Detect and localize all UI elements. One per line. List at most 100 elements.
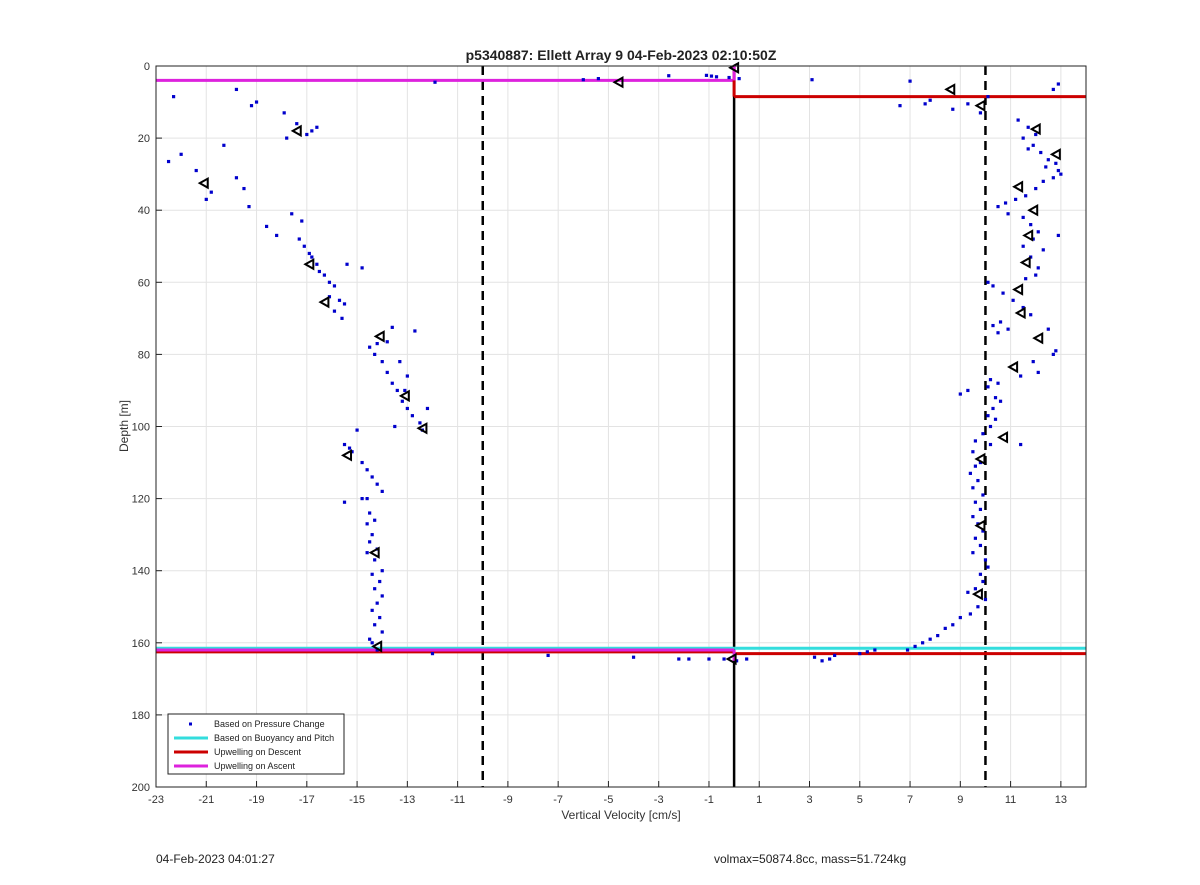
- pressure-point: [973, 536, 978, 540]
- x-axis-label: Vertical Velocity [cm/s]: [561, 808, 680, 822]
- pressure-point: [1021, 305, 1025, 310]
- pressure-point: [1029, 313, 1033, 317]
- x-tick-label: -1: [704, 794, 714, 806]
- x-tick-label: -15: [349, 794, 365, 806]
- pressure-point: [340, 316, 344, 320]
- pressure-point: [342, 442, 347, 447]
- y-tick-label: 80: [138, 349, 150, 361]
- pressure-point: [978, 572, 983, 576]
- triangle-marker: [974, 519, 986, 532]
- pressure-point: [1031, 360, 1035, 364]
- pressure-point: [305, 132, 309, 137]
- pressure-point: [978, 507, 983, 512]
- x-tick-label: -11: [450, 794, 465, 806]
- pressure-point: [365, 522, 369, 526]
- pressure-point: [727, 75, 731, 80]
- pressure-point: [581, 78, 585, 82]
- pressure-point: [983, 558, 988, 562]
- pressure-point: [410, 414, 414, 418]
- pressure-point: [898, 104, 902, 108]
- pressure-point: [1011, 298, 1015, 302]
- pressure-point: [378, 579, 382, 584]
- y-tick-labels: 0 20 40 60 80 100 120 140 160 180 200: [132, 61, 150, 794]
- pressure-point: [390, 325, 394, 329]
- pressure-point: [968, 612, 972, 616]
- pressure-point: [971, 486, 975, 490]
- pressure-point: [370, 608, 374, 612]
- x-tick-label: -9: [503, 794, 513, 806]
- pressure-point: [194, 168, 198, 173]
- triangle-marker: [1012, 180, 1024, 193]
- pressure-point: [968, 471, 972, 475]
- triangle-marker: [1022, 229, 1034, 242]
- pressure-point: [1041, 179, 1045, 183]
- pressure-point: [1031, 143, 1035, 147]
- chart-title: p5340887: Ellett Array 9 04-Feb-2023 02:…: [466, 47, 777, 63]
- pressure-point: [315, 125, 319, 129]
- x-tick-label: -23: [148, 794, 164, 806]
- pressure-point: [234, 176, 239, 180]
- x-tick-label: 11: [1005, 794, 1016, 806]
- x-tick-label: -17: [299, 794, 315, 806]
- pressure-point: [1036, 230, 1040, 234]
- pressure-point: [222, 143, 226, 147]
- pressure-point: [368, 637, 372, 641]
- pressure-point: [375, 341, 379, 346]
- pressure-point: [991, 323, 995, 328]
- triangle-marker: [1029, 122, 1041, 136]
- pressure-point: [986, 414, 990, 418]
- pressure-point: [1006, 327, 1010, 331]
- pressure-point: [1051, 176, 1055, 180]
- pressure-point: [928, 637, 932, 641]
- pressure-point: [370, 475, 374, 479]
- pressure-point: [254, 100, 259, 104]
- pressure-point: [737, 77, 741, 81]
- triangle-marker: [373, 330, 385, 343]
- pressure-point: [370, 533, 374, 537]
- triangle-marker: [725, 652, 737, 666]
- legend-label: Upwelling on Ascent: [214, 761, 296, 771]
- pressure-point: [1046, 158, 1050, 162]
- triangle-marker: [398, 389, 410, 403]
- pressure-point: [282, 111, 286, 115]
- pressure-point: [373, 518, 377, 522]
- pressure-point: [1024, 277, 1028, 281]
- pressure-point: [958, 615, 962, 620]
- y-tick-label: 40: [138, 205, 150, 217]
- pressure-point: [365, 468, 369, 472]
- pressure-point: [745, 657, 749, 661]
- pressure-point: [297, 237, 301, 241]
- pressure-point: [996, 331, 1000, 335]
- triangle-marker: [1049, 148, 1061, 161]
- y-tick-label: 120: [132, 494, 150, 506]
- pressure-point: [1051, 87, 1055, 92]
- pressure-point: [1056, 82, 1060, 86]
- pressure-point: [380, 594, 384, 598]
- pressure-point: [923, 102, 927, 106]
- pressure-point: [310, 255, 314, 259]
- pressure-point: [365, 497, 369, 501]
- triangle-marker: [303, 258, 315, 271]
- x-tick-label: 3: [806, 794, 812, 806]
- pressure-point: [378, 615, 382, 620]
- pressure-point: [951, 623, 955, 627]
- pressure-point: [973, 500, 978, 504]
- pressure-point: [981, 493, 985, 497]
- pressure-point: [400, 399, 404, 403]
- pressure-point: [393, 424, 397, 429]
- pressure-point: [1046, 327, 1050, 331]
- pressure-point: [342, 500, 347, 504]
- y-axis-label: Depth [m]: [117, 400, 131, 452]
- pressure-point: [973, 439, 978, 443]
- pressure-point: [812, 655, 817, 659]
- y-tick-label: 140: [132, 566, 150, 578]
- y-tick-label: 160: [132, 638, 150, 650]
- pressure-point: [413, 329, 417, 333]
- pressure-point: [373, 352, 377, 356]
- pressure-point: [1024, 194, 1028, 198]
- pressure-point: [921, 641, 925, 645]
- pressure-point: [981, 579, 985, 584]
- y-tick-label: 200: [132, 782, 150, 794]
- legend-label: Based on Buoyancy and Pitch: [214, 733, 334, 743]
